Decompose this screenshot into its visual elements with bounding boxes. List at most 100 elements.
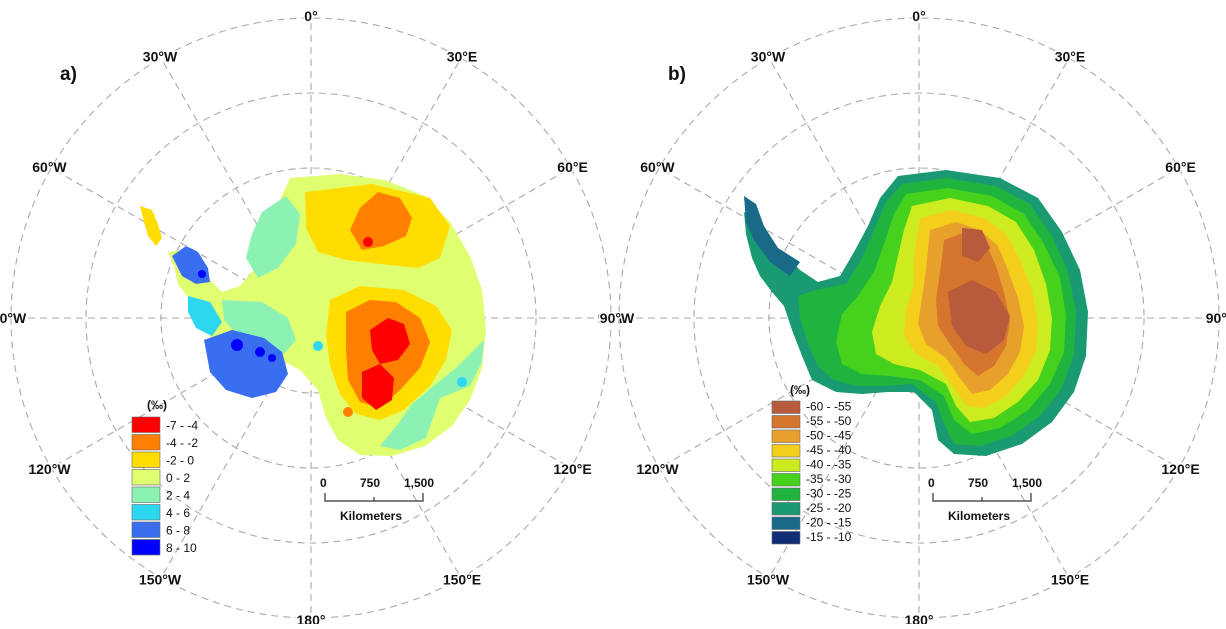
legend-label: -2 - 0 (166, 454, 194, 468)
b-parallel-circle (618, 17, 1220, 619)
legend-label: 4 - 6 (166, 506, 190, 520)
a-meridian-label: 60°E (557, 159, 588, 175)
legend-label: -30 - -25 (806, 487, 852, 501)
region-2-4 (222, 300, 296, 356)
legend-swatch (771, 487, 801, 501)
region-2-4 (380, 340, 484, 450)
legend-label: -50 - -45 (806, 429, 852, 443)
scale-tick-750: 750 (968, 476, 988, 490)
region-neg4-neg2 (343, 407, 353, 417)
legend-swatch (131, 521, 161, 538)
legend-swatch (131, 486, 161, 503)
scale-tick-750: 750 (360, 476, 380, 490)
b-meridian-label: 120°E (1161, 461, 1199, 477)
legend-label: 6 - 8 (166, 524, 190, 538)
legend-label: -60 - -55 (806, 400, 852, 414)
legend-title-b: (‰) (790, 383, 810, 397)
graticule-b: 0° 30°E 60°E 90°E 120°E 150°E 180° 150°W 120°W 90… (598, 7, 1226, 629)
b-parallel-circle (693, 92, 1145, 544)
a-meridian-label: 60°W (32, 159, 67, 175)
legend-swatch (131, 416, 161, 433)
scale-bar-b: 0 750 1,500 Kilometers (928, 476, 1042, 523)
legend-swatch (771, 400, 801, 414)
b-meridian-label: 30°E (1055, 48, 1086, 64)
legend-label: -55 - -50 (806, 414, 852, 428)
legend-label: -40 - -35 (806, 458, 852, 472)
legend-swatch (771, 458, 801, 472)
region-4-6 (457, 377, 467, 387)
legend-swatch (771, 444, 801, 458)
region-neg7-neg4 (362, 364, 394, 410)
legend-label: 0 - 2 (166, 471, 190, 485)
legend-swatch (131, 469, 161, 486)
a-meridian-label: 0° (304, 8, 317, 24)
region-8-10 (231, 339, 243, 351)
b-meridian-label: 180° (905, 612, 934, 624)
panel-label-b: b) (668, 64, 686, 85)
legend-swatch (771, 531, 801, 545)
region-peninsula (140, 206, 162, 246)
legend-swatch (131, 434, 161, 451)
a-meridian-label: 120°W (28, 461, 71, 477)
b-meridian-label: 150°W (747, 572, 790, 588)
scale-unit: Kilometers (948, 509, 1010, 523)
scale-bar-line (324, 493, 424, 502)
legend-swatch (771, 516, 801, 530)
antarctica-map-b (744, 170, 1088, 456)
scale-bar-line (932, 493, 1032, 502)
legend-swatch (771, 473, 801, 487)
legend-title-a: (‰) (147, 398, 167, 412)
legend-swatch (131, 539, 161, 556)
legend-label: -7 - -4 (166, 419, 198, 433)
a-meridian-label: 180° (297, 612, 326, 624)
map-panel-b: b) 0° 30°E 60°E 90°E 120°E 150°E 180° 150°W 120°… (598, 7, 1226, 629)
graticule-a: 0° 30°E 60°E 90°E 120°E 150°E 180° 150°W 120°W 90… (0, 7, 630, 629)
scale-tick-0: 0 (320, 476, 327, 490)
legend-swatch (131, 504, 161, 521)
region-neg7-neg4 (363, 237, 373, 247)
a-meridian-label: 90°E (598, 310, 629, 326)
scale-tick-1500: 1,500 (404, 476, 434, 490)
region-8-10 (268, 354, 276, 362)
a-meridian-label: 90°W (0, 310, 27, 326)
antarctica-map-a (140, 174, 486, 456)
scale-unit: Kilometers (340, 509, 402, 523)
map-panel-a: a) 0° 30°E 60°E 90°E 120°E 150°E 180° 150°W 120°… (0, 7, 630, 629)
scale-tick-1500: 1,500 (1012, 476, 1042, 490)
region-neg4-neg2 (350, 192, 412, 250)
legend-label: -45 - -40 (806, 443, 852, 457)
b-meridian-label: 0° (912, 8, 925, 24)
a-meridian-label: 150°W (139, 572, 182, 588)
region-neg60-neg55 (948, 280, 1010, 354)
legend-label: 2 - 4 (166, 489, 190, 503)
a-parallel-circle (85, 92, 537, 544)
legend-swatch (131, 451, 161, 468)
scale-bar-a: 0 750 1,500 Kilometers (320, 476, 434, 523)
legend-label: 8 - 10 (166, 541, 197, 555)
a-meridian-label: 120°E (553, 461, 591, 477)
region-4-6 (313, 341, 323, 351)
scale-tick-0: 0 (928, 476, 935, 490)
legend-swatch (771, 502, 801, 516)
region-neg7-neg4 (370, 318, 410, 364)
legend-a: (‰) -7 - -4 -4 - -2 -2 - 0 0 - 2 2 - 4 4 - 6 6… (131, 398, 198, 556)
region-peninsula-b (744, 196, 800, 276)
legend-label: -20 - -15 (806, 516, 852, 530)
a-parallel-circle (10, 17, 612, 619)
b-meridian-label: 60°W (640, 159, 675, 175)
legend-swatch (771, 429, 801, 443)
legend-label: -4 - -2 (166, 436, 198, 450)
b-meridian-label: 120°W (636, 461, 679, 477)
legend-label: -15 - -10 (806, 530, 852, 544)
legend-label: -35 - -30 (806, 472, 852, 486)
b-meridian-label: 150°E (1051, 572, 1089, 588)
b-meridian-label: 30°W (751, 48, 786, 64)
legend-swatch (771, 415, 801, 429)
a-meridian-label: 30°E (447, 48, 478, 64)
legend-label: -25 - -20 (806, 501, 852, 515)
b-meridian-label: 90°W (600, 310, 635, 326)
a-meridian-label: 150°E (443, 572, 481, 588)
region-8-10 (198, 270, 206, 278)
region-2-4 (246, 196, 300, 278)
